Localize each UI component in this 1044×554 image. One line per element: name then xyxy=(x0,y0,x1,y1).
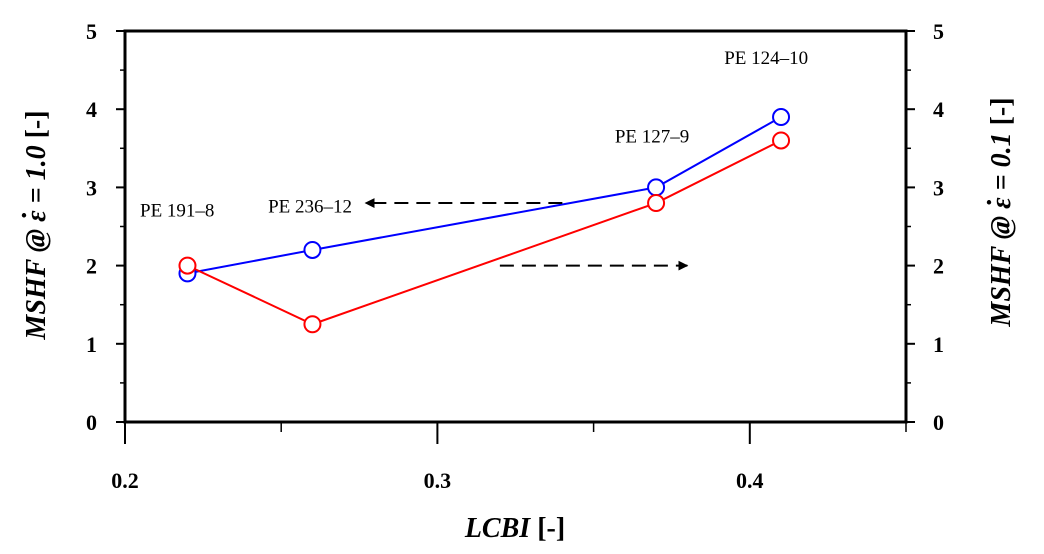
y-left-tick-label: 2 xyxy=(86,254,97,279)
y-right-tick-label: 4 xyxy=(933,97,944,122)
y-axis-title-left-condition: = 1.0 xyxy=(21,145,52,210)
marks-layer xyxy=(178,108,791,334)
point-annotation: PE 127–9 xyxy=(615,126,689,147)
y-axis-title-right-unit: [-] xyxy=(986,97,1017,132)
y-axis-title-left: MSHF @ ε = 1.0 [-] xyxy=(21,110,52,340)
y-axis-title-right-symbol: ε xyxy=(986,197,1017,209)
epsilon-dot-right xyxy=(986,200,992,205)
y-right-tick-label: 3 xyxy=(933,175,944,200)
y-axis-title-right-main: MSHF @ xyxy=(986,209,1017,328)
point-annotation: PE 124–10 xyxy=(724,48,808,69)
data-point-right xyxy=(772,131,791,150)
data-point-right xyxy=(303,315,322,334)
y-axis-title-right-condition: = 0.1 xyxy=(986,132,1017,197)
plot-frame xyxy=(123,29,908,424)
y-axis-title-left-symbol: ε xyxy=(21,210,52,222)
epsilon-dot-left xyxy=(21,213,27,218)
x-axis-title-unit: [-] xyxy=(530,513,565,544)
series-line-left xyxy=(187,116,782,275)
y-right-tick-label: 0 xyxy=(933,410,944,435)
x-axis-title: LCBI [-] xyxy=(464,513,565,544)
y-right-tick-label: 2 xyxy=(933,254,944,279)
point-annotation: PE 191–8 xyxy=(140,201,214,222)
x-tick-label: 0.4 xyxy=(736,468,764,493)
y-left-tick-label: 1 xyxy=(86,332,97,357)
y-axis-title-left-main: MSHF @ xyxy=(21,222,52,341)
y-axis-title-right: MSHF @ ε = 0.1 [-] xyxy=(986,97,1017,327)
x-tick-label: 0.2 xyxy=(111,468,139,493)
data-point-left xyxy=(647,178,666,197)
y-axis-title-left-unit: [-] xyxy=(21,110,52,145)
x-axis-title-main: LCBI xyxy=(464,513,531,544)
point-annotation: PE 236–12 xyxy=(268,197,352,218)
data-point-left xyxy=(303,240,322,259)
labels-layer: 0 0 1 1 2 2 3 3 4 4 5 5 0.2 0.3 0.4 PE 191–8 PE 236–12 PE… xyxy=(21,19,1017,544)
data-point-left xyxy=(772,108,791,127)
axes-layer xyxy=(116,29,915,444)
y-left-tick-label: 3 xyxy=(86,175,97,200)
x-tick-label: 0.3 xyxy=(424,468,452,493)
y-left-tick-label: 0 xyxy=(86,410,97,435)
y-left-tick-label: 4 xyxy=(86,97,97,122)
series-line-right xyxy=(187,139,782,326)
y-left-tick-label: 5 xyxy=(86,19,97,44)
y-right-tick-label: 5 xyxy=(933,19,944,44)
data-point-right xyxy=(178,256,197,275)
data-point-right xyxy=(647,194,666,213)
y-right-tick-label: 1 xyxy=(933,332,944,357)
